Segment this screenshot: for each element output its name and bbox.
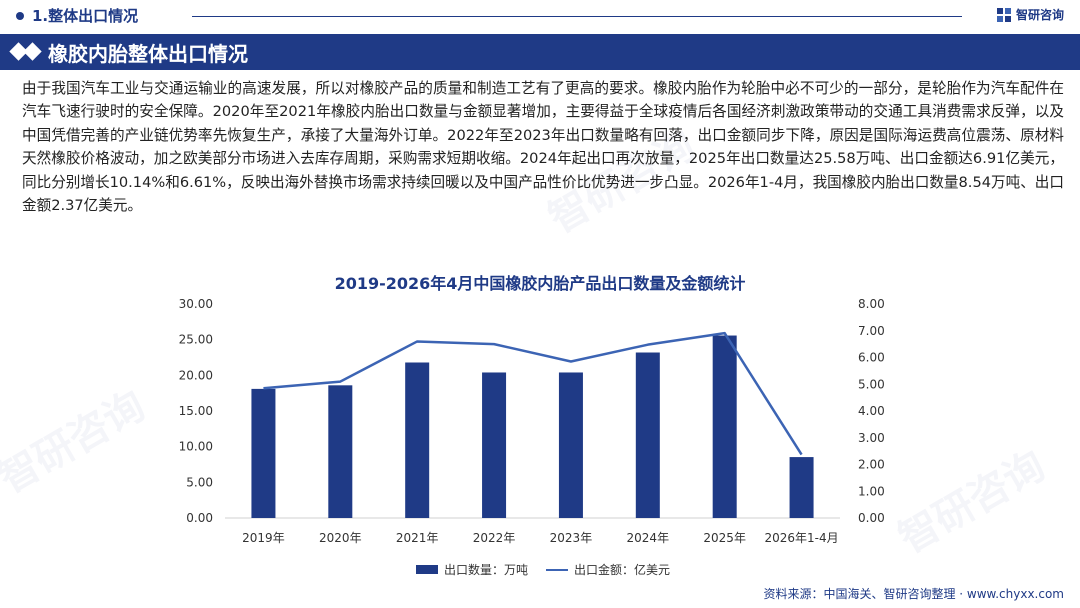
legend-label-amount: 出口金额：亿美元: [574, 563, 671, 577]
diamond-icon: [23, 42, 42, 61]
x-tick-label: 2022年: [473, 531, 516, 545]
bar: [712, 335, 737, 518]
bar: [328, 385, 353, 518]
y-right-tick-label: 3.00: [858, 431, 885, 445]
bullet-dot-icon: [16, 12, 24, 20]
title-band: 橡胶内胎整体出口情况: [0, 34, 1080, 70]
page-title: 橡胶内胎整体出口情况: [48, 42, 248, 66]
y-right-tick-label: 6.00: [858, 351, 885, 365]
chart-legend: 出口数量：万吨 出口金额：亿美元: [416, 561, 670, 578]
x-tick-label: 2025年: [703, 531, 746, 545]
x-tick-label: 2023年: [550, 531, 593, 545]
y-right-tick-label: 0.00: [858, 511, 885, 525]
bar: [405, 362, 430, 518]
brand-logo: 智研咨询: [996, 6, 1064, 23]
y-left-tick-label: 25.00: [179, 333, 213, 347]
x-tick-label: 2019年: [242, 531, 285, 545]
y-right-tick-label: 1.00: [858, 484, 885, 498]
y-left-tick-label: 20.00: [179, 368, 213, 382]
chart-title: 2019-2026年4月中国橡胶内胎产品出口数量及金额统计: [334, 274, 746, 293]
y-left-tick-label: 15.00: [179, 404, 213, 418]
header-divider: [192, 16, 962, 17]
y-left-tick-label: 5.00: [186, 475, 213, 489]
y-left-tick-label: 10.00: [179, 440, 213, 454]
y-right-tick-label: 7.00: [858, 324, 885, 338]
legend-item-amount: 出口金额：亿美元: [546, 561, 670, 578]
series-line: [263, 331, 803, 456]
bar: [558, 372, 583, 518]
y-left-tick-label: 30.00: [179, 297, 213, 311]
bar: [789, 457, 814, 518]
top-bar: 1.整体出口情况 智研咨询: [0, 0, 1080, 32]
legend-label-quantity: 出口数量：万吨: [444, 563, 529, 577]
brand-logo-icon: [996, 7, 1011, 22]
source-note: 资料来源：中国海关、智研咨询整理 · www.chyxx.com: [763, 587, 1064, 601]
x-tick-label: 2020年: [319, 531, 362, 545]
bar: [251, 388, 276, 518]
chart: 0.00 5.00 10.00 15.00 20.00 25.00 30.00 0.00 1.0…: [0, 292, 1080, 584]
y-left-tick-label: 0.00: [186, 511, 213, 525]
y-right-tick-label: 8.00: [858, 297, 885, 311]
y-right-tick-label: 4.00: [858, 404, 885, 418]
bar: [482, 372, 507, 518]
legend-item-quantity: 出口数量：万吨: [416, 561, 528, 578]
legend-bar-swatch: [416, 565, 438, 574]
brand-name: 智研咨询: [1015, 8, 1064, 22]
x-tick-label: 2026年1-4月: [764, 531, 838, 545]
legend-line-swatch: [546, 568, 569, 571]
x-tick-label: 2024年: [627, 531, 670, 545]
section-label: 1.整体出口情况: [32, 7, 139, 25]
bar: [635, 352, 660, 518]
y-right-tick-label: 2.00: [858, 458, 885, 472]
chart-svg: 0.00 5.00 10.00 15.00 20.00 25.00 30.00 0.00 1.0…: [179, 297, 885, 545]
y-right-tick-label: 5.00: [858, 377, 885, 391]
x-tick-label: 2021年: [396, 531, 439, 545]
body-paragraph: 由于我国汽车工业与交通运输业的高速发展，所以对橡胶产品的质量和制造工艺有了更高的…: [22, 80, 1064, 215]
